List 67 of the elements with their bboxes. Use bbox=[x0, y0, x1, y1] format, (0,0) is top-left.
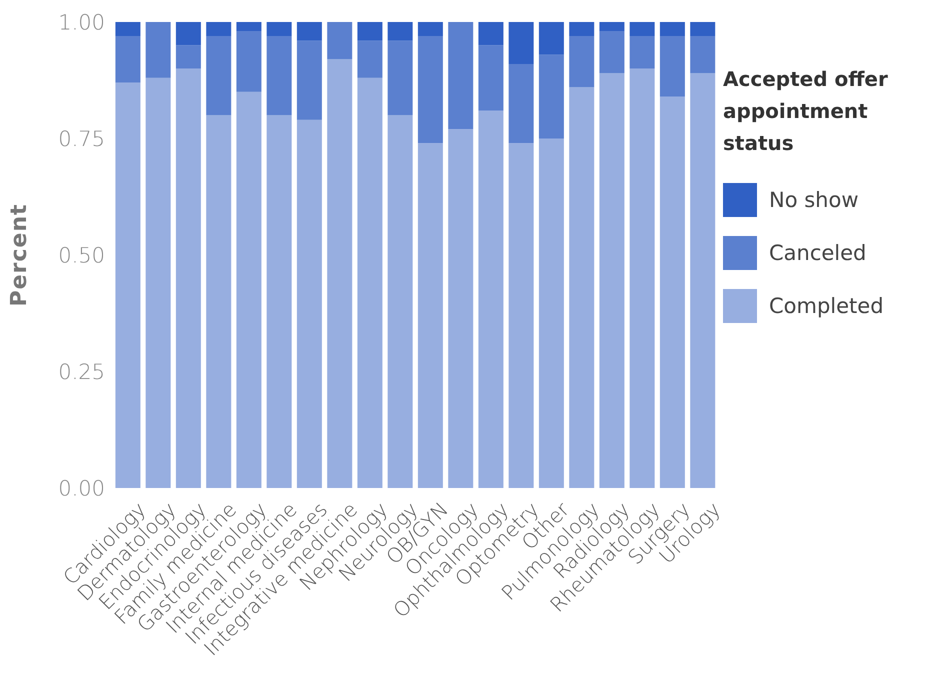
bar bbox=[508, 22, 534, 64]
bar bbox=[448, 22, 474, 130]
bar bbox=[206, 36, 232, 116]
bar bbox=[296, 120, 322, 488]
bar bbox=[538, 54, 564, 138]
bar bbox=[478, 45, 504, 111]
bar bbox=[538, 22, 564, 55]
bar bbox=[176, 68, 201, 488]
bar bbox=[206, 22, 232, 36]
bar bbox=[660, 36, 685, 97]
bar bbox=[418, 22, 443, 36]
y-tick-label: 0.25 bbox=[58, 360, 105, 384]
bar bbox=[569, 87, 594, 488]
y-tick-label: 1.00 bbox=[58, 10, 105, 34]
bar bbox=[448, 129, 474, 488]
bar bbox=[115, 82, 140, 488]
bar bbox=[538, 138, 564, 488]
bar bbox=[266, 22, 292, 36]
bar bbox=[599, 22, 624, 32]
bar bbox=[357, 40, 382, 78]
bar bbox=[508, 64, 534, 144]
bar bbox=[418, 36, 443, 144]
y-tick-label: 0.50 bbox=[58, 243, 105, 268]
bar bbox=[327, 22, 352, 60]
bar bbox=[236, 22, 262, 32]
bar bbox=[630, 68, 655, 488]
bar bbox=[296, 22, 322, 41]
bar bbox=[327, 59, 352, 488]
bar bbox=[357, 22, 382, 41]
legend-label: Canceled bbox=[769, 240, 866, 264]
bar bbox=[690, 22, 716, 36]
bar bbox=[266, 36, 292, 116]
bar bbox=[508, 143, 534, 488]
legend-title: Accepted offer appointment status bbox=[723, 66, 889, 157]
bar bbox=[206, 115, 232, 488]
bar bbox=[236, 31, 262, 92]
bar bbox=[266, 115, 292, 488]
bar bbox=[296, 40, 322, 120]
bar bbox=[660, 96, 685, 488]
bar bbox=[660, 22, 685, 36]
y-tick-label: 0.75 bbox=[58, 126, 105, 151]
bar bbox=[388, 40, 413, 116]
bar bbox=[630, 36, 655, 69]
bar bbox=[569, 22, 594, 36]
bar bbox=[388, 22, 413, 41]
bar bbox=[418, 143, 443, 488]
bar bbox=[388, 115, 413, 488]
bar bbox=[599, 73, 624, 488]
bar bbox=[176, 22, 201, 46]
bar bbox=[115, 22, 140, 36]
legend-label: No show bbox=[769, 188, 859, 212]
bar bbox=[115, 36, 140, 83]
bar bbox=[176, 45, 201, 69]
bar bbox=[236, 92, 262, 488]
bar bbox=[357, 78, 382, 488]
bar bbox=[478, 110, 504, 488]
bar bbox=[599, 31, 624, 74]
bar bbox=[478, 22, 504, 46]
legend-label: Completed bbox=[769, 294, 884, 318]
bar bbox=[569, 36, 594, 88]
bar bbox=[690, 36, 716, 74]
bar bbox=[630, 22, 655, 36]
y-tick-label: 0.00 bbox=[58, 476, 105, 500]
bar bbox=[146, 22, 171, 78]
bar bbox=[690, 73, 716, 488]
bar bbox=[146, 78, 171, 488]
y-axis-title: Percent bbox=[6, 203, 32, 307]
